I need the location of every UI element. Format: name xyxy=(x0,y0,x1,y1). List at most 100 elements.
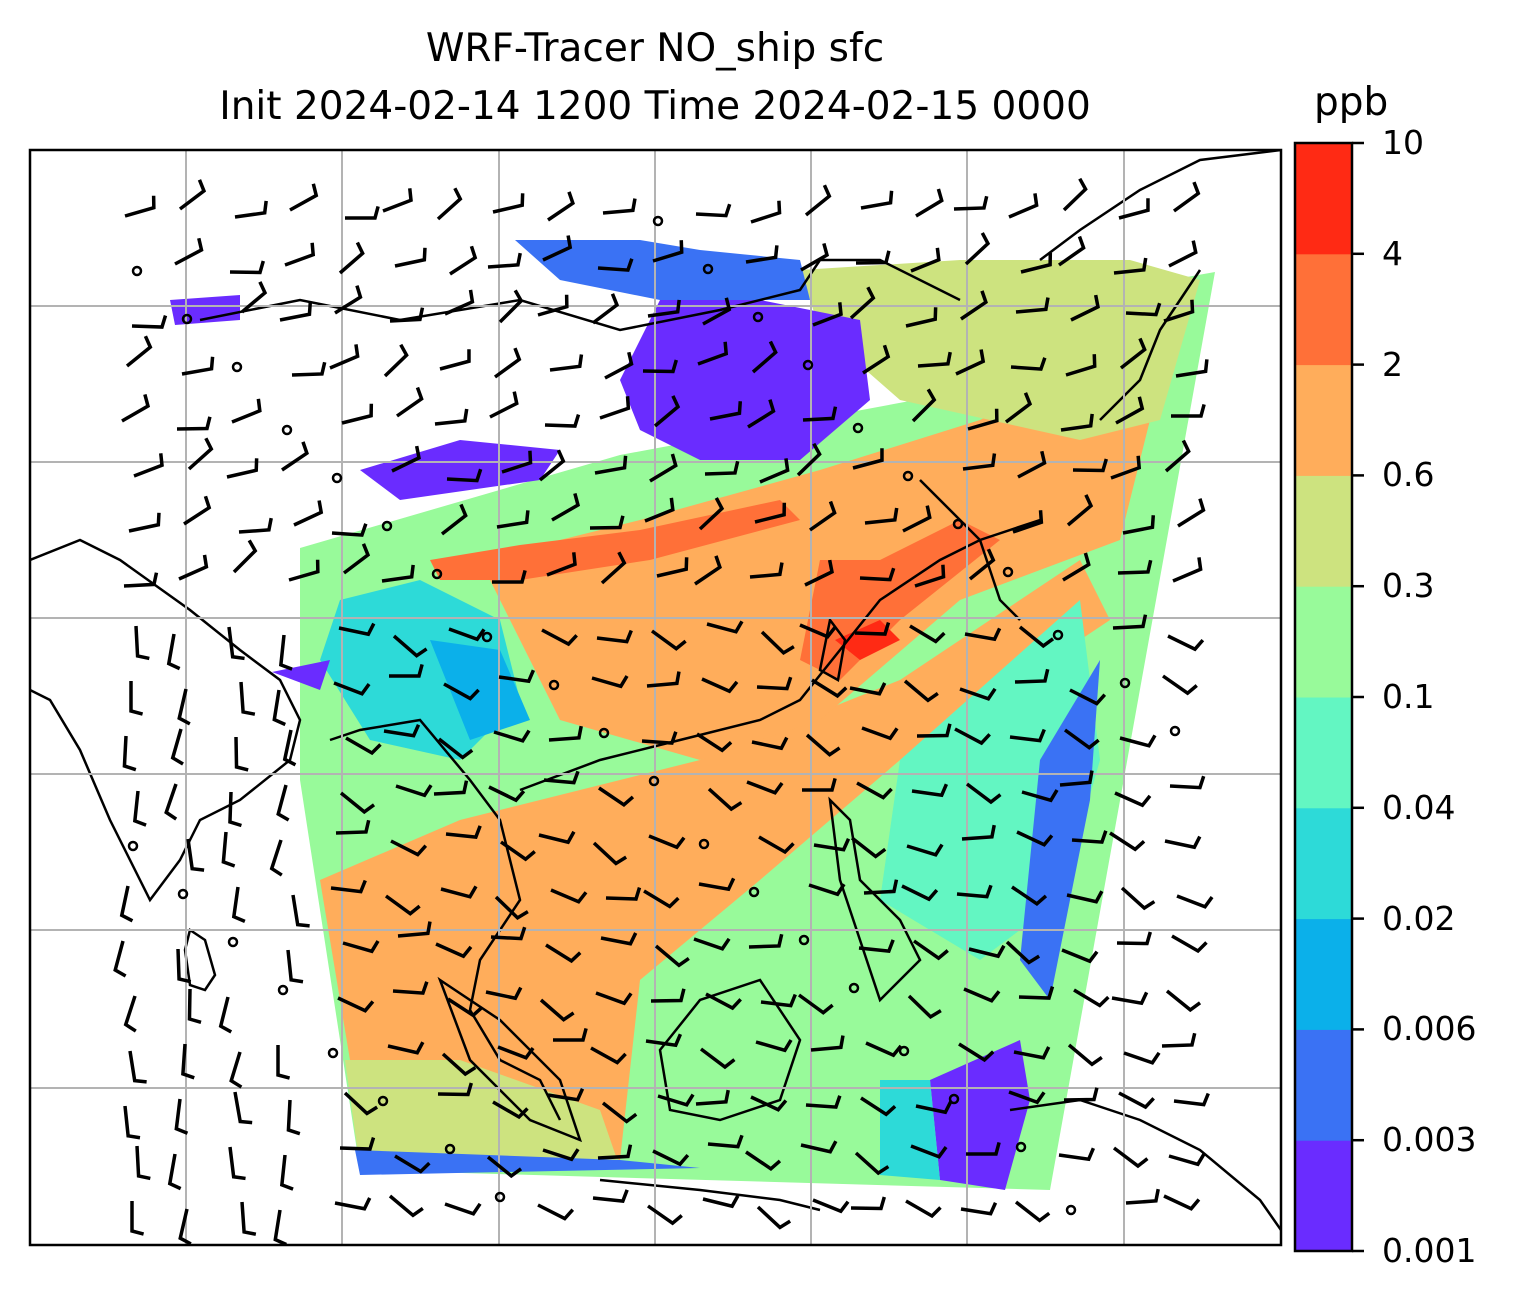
wind-barb xyxy=(955,349,986,376)
wind-barb xyxy=(281,441,309,472)
wind-barb xyxy=(234,200,268,219)
wind-barb xyxy=(1021,789,1059,803)
wind-barb xyxy=(289,183,319,212)
map-title-line1: WRF-Tracer NO_ship sfc xyxy=(425,26,885,71)
wind-barb xyxy=(123,1105,141,1140)
wind-barb xyxy=(859,567,896,582)
wind-barb xyxy=(133,453,164,478)
wind-barb xyxy=(855,250,891,265)
wind-barb xyxy=(1164,835,1202,850)
wind-barb xyxy=(226,458,259,479)
wind-barb xyxy=(384,894,421,916)
colorbar-band xyxy=(1295,697,1352,809)
wind-barb xyxy=(177,688,191,726)
wind-barb xyxy=(644,497,675,523)
wind-barb xyxy=(600,932,638,946)
wind-barb xyxy=(597,1144,633,1160)
wind-barb xyxy=(339,1137,376,1151)
wind-barb xyxy=(1062,177,1088,212)
wind-barb xyxy=(802,777,837,792)
wind-barb xyxy=(135,1145,151,1181)
calm-wind-marker xyxy=(231,361,243,373)
wind-barb xyxy=(602,198,637,215)
wind-barb xyxy=(643,889,680,909)
calm-wind-marker xyxy=(752,311,764,323)
wind-barb xyxy=(962,453,997,471)
wind-barb xyxy=(1172,557,1203,583)
wind-barb xyxy=(1010,357,1047,371)
wind-barb xyxy=(498,289,524,324)
east-china-orange xyxy=(480,360,1150,760)
wind-barb xyxy=(596,629,633,644)
wind-barb xyxy=(345,205,380,220)
wind-barb xyxy=(129,681,144,716)
wind-barb xyxy=(1163,1194,1201,1211)
wind-barb xyxy=(1057,235,1086,267)
wind-barb xyxy=(342,543,371,575)
wind-barb xyxy=(745,1150,782,1171)
wind-barb xyxy=(178,554,209,581)
wind-barb xyxy=(436,187,463,221)
wind-barb xyxy=(335,819,371,835)
wind-barb xyxy=(1167,634,1205,652)
wind-barb xyxy=(964,232,991,266)
wind-barb xyxy=(907,994,942,1020)
wind-barb xyxy=(381,564,415,583)
wind-barb xyxy=(702,297,732,326)
wind-barb xyxy=(121,393,151,423)
wind-barb xyxy=(849,286,876,320)
wind-barb xyxy=(912,939,949,961)
wind-barb xyxy=(598,786,635,807)
wind-barb xyxy=(330,879,367,894)
wind-barb xyxy=(903,679,939,703)
wind-barb xyxy=(810,1035,845,1052)
wind-barb xyxy=(695,203,732,218)
colorbar-tick-label: 0.006 xyxy=(1382,1009,1477,1049)
wind-barb xyxy=(800,242,830,272)
wind-barb xyxy=(1058,1147,1096,1162)
wind-barb xyxy=(345,736,382,756)
wind-barb xyxy=(1116,931,1152,946)
wind-barb xyxy=(342,940,380,954)
wind-barb xyxy=(808,883,846,897)
wind-barb xyxy=(272,689,286,727)
calm-wind-marker xyxy=(852,422,864,434)
colorbar-band xyxy=(1295,807,1352,920)
wind-barb xyxy=(600,551,627,585)
calm-wind-marker xyxy=(798,934,810,946)
wind-barb xyxy=(917,351,952,368)
wind-barb xyxy=(966,1141,1001,1156)
wind-barb xyxy=(439,349,471,371)
tibet-blue xyxy=(430,640,530,740)
wind-barb xyxy=(397,921,432,938)
wind-barb xyxy=(1168,240,1198,268)
wind-barb xyxy=(382,188,413,213)
wind-barb xyxy=(1008,193,1039,219)
banda-sea-purple xyxy=(930,1040,1030,1190)
wind-barb xyxy=(167,1153,182,1191)
calm-wind-marker xyxy=(227,936,239,948)
wind-barb xyxy=(389,307,425,323)
wind-barb xyxy=(1173,1092,1210,1107)
wind-barb xyxy=(239,681,256,716)
wind-barb xyxy=(338,622,376,637)
wind-barb xyxy=(178,179,207,211)
west-purple-strip xyxy=(360,440,560,500)
wind-barb xyxy=(693,937,731,951)
wind-barb xyxy=(916,723,952,738)
coastline-russia-north xyxy=(1039,150,1281,261)
wind-barb xyxy=(176,948,192,984)
calm-wind-marker xyxy=(548,679,560,691)
colorbar-tick-label: 0.6 xyxy=(1382,455,1435,495)
wind-barb xyxy=(914,564,946,588)
wind-barb xyxy=(646,671,681,688)
wind-barb xyxy=(394,247,427,268)
wind-barb xyxy=(221,831,236,868)
wind-barb xyxy=(1115,396,1145,425)
calm-wind-marker xyxy=(1169,725,1181,737)
calm-wind-marker xyxy=(1002,566,1014,578)
wind-barb xyxy=(1011,885,1048,906)
wind-barb xyxy=(911,388,937,423)
wind-barb xyxy=(604,351,634,380)
